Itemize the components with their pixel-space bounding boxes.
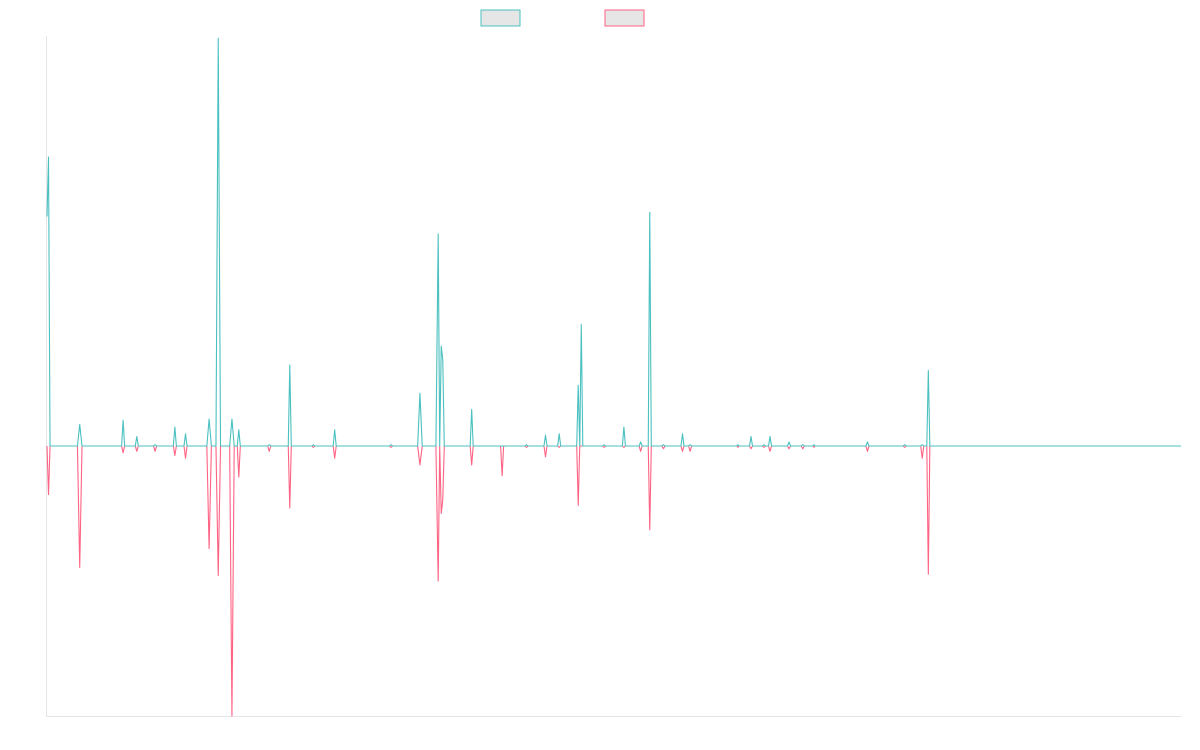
series-b-line [46, 445, 1181, 717]
legend-swatch-series-a[interactable] [480, 9, 521, 27]
series-a-line [46, 37, 1181, 447]
legend-swatch-series-b[interactable] [604, 9, 645, 27]
axes [46, 36, 1181, 717]
plot-area [46, 37, 1181, 717]
legend[interactable] [480, 9, 645, 27]
